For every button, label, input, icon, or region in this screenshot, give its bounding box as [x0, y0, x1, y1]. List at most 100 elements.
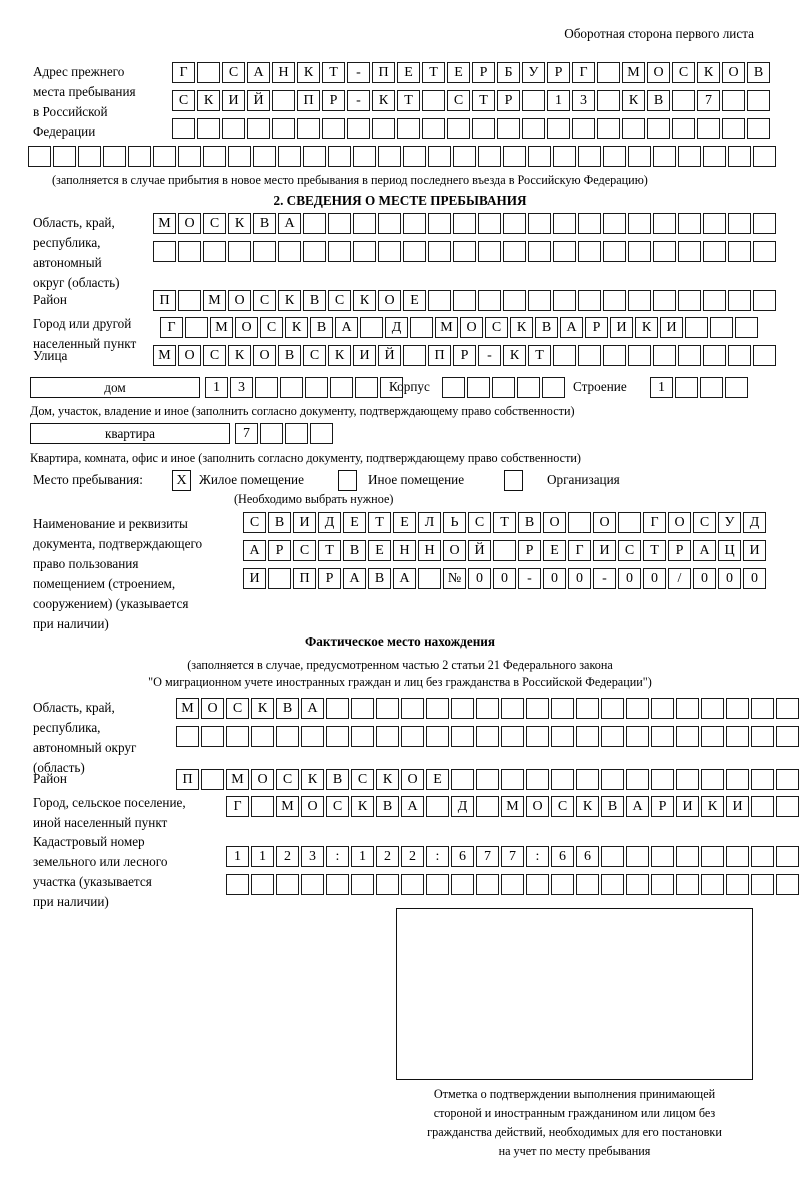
form-cell[interactable] — [526, 769, 549, 790]
form-cell[interactable] — [751, 698, 774, 719]
form-cell[interactable]: У — [718, 512, 741, 533]
form-cell[interactable] — [526, 698, 549, 719]
form-cell[interactable]: Г — [568, 540, 591, 561]
form-cell[interactable]: Е — [447, 62, 470, 83]
form-cell[interactable] — [628, 345, 651, 366]
form-cell[interactable]: Р — [547, 62, 570, 83]
form-cell[interactable]: О — [378, 290, 401, 311]
form-cell[interactable]: М — [203, 290, 226, 311]
form-cell[interactable]: О — [593, 512, 616, 533]
form-cell[interactable]: К — [376, 769, 399, 790]
form-cell[interactable]: Д — [385, 317, 408, 338]
form-cell[interactable] — [728, 241, 751, 262]
form-cell[interactable] — [478, 290, 501, 311]
form-cell[interactable] — [747, 90, 770, 111]
form-cell[interactable] — [753, 213, 776, 234]
form-cell[interactable]: 6 — [576, 846, 599, 867]
form-cell[interactable]: Р — [668, 540, 691, 561]
form-cell[interactable] — [701, 726, 724, 747]
form-cell[interactable]: К — [635, 317, 658, 338]
form-cell[interactable] — [253, 241, 276, 262]
form-cell[interactable] — [603, 290, 626, 311]
form-cell[interactable]: В — [343, 540, 366, 561]
form-cell[interactable] — [451, 874, 474, 895]
form-cell[interactable] — [103, 146, 126, 167]
form-cell[interactable] — [478, 146, 501, 167]
form-cell[interactable] — [651, 874, 674, 895]
form-cell[interactable] — [401, 874, 424, 895]
form-cell[interactable] — [651, 698, 674, 719]
form-cell[interactable]: И — [743, 540, 766, 561]
form-cell[interactable]: И — [243, 568, 266, 589]
form-cell[interactable]: В — [747, 62, 770, 83]
form-cell[interactable]: С — [203, 345, 226, 366]
form-cell[interactable] — [476, 874, 499, 895]
form-cell[interactable] — [618, 512, 641, 533]
form-cell[interactable]: С — [485, 317, 508, 338]
form-cell[interactable]: 2 — [376, 846, 399, 867]
form-cell[interactable]: Р — [585, 317, 608, 338]
form-cell[interactable]: А — [401, 796, 424, 817]
form-cell[interactable]: - — [347, 90, 370, 111]
stay-type-checkbox-other[interactable] — [338, 470, 357, 491]
form-cell[interactable]: 0 — [743, 568, 766, 589]
form-cell[interactable]: Г — [643, 512, 666, 533]
form-cell[interactable] — [442, 377, 465, 398]
previous-address-row-4[interactable] — [28, 146, 776, 167]
form-cell[interactable] — [228, 241, 251, 262]
form-cell[interactable]: М — [226, 769, 249, 790]
form-cell[interactable] — [376, 726, 399, 747]
form-cell[interactable]: Т — [397, 90, 420, 111]
form-cell[interactable] — [328, 241, 351, 262]
form-cell[interactable] — [517, 377, 540, 398]
form-cell[interactable]: А — [626, 796, 649, 817]
form-cell[interactable] — [422, 90, 445, 111]
form-cell[interactable] — [776, 726, 799, 747]
form-cell[interactable]: 0 — [568, 568, 591, 589]
form-cell[interactable] — [628, 146, 651, 167]
form-cell[interactable] — [526, 726, 549, 747]
form-cell[interactable]: О — [543, 512, 566, 533]
form-cell[interactable]: С — [672, 62, 695, 83]
form-cell[interactable]: А — [560, 317, 583, 338]
form-cell[interactable]: А — [335, 317, 358, 338]
form-cell[interactable] — [297, 118, 320, 139]
form-cell[interactable] — [426, 874, 449, 895]
form-cell[interactable]: 6 — [451, 846, 474, 867]
form-cell[interactable]: Й — [378, 345, 401, 366]
form-cell[interactable] — [185, 317, 208, 338]
form-cell[interactable] — [272, 118, 295, 139]
form-cell[interactable] — [501, 874, 524, 895]
form-cell[interactable] — [653, 290, 676, 311]
form-cell[interactable] — [403, 213, 426, 234]
form-cell[interactable] — [197, 118, 220, 139]
form-cell[interactable] — [403, 146, 426, 167]
form-cell[interactable] — [747, 118, 770, 139]
form-cell[interactable] — [653, 146, 676, 167]
form-cell[interactable] — [572, 118, 595, 139]
form-cell[interactable]: С — [260, 317, 283, 338]
stay-type-checkbox-organization[interactable] — [504, 470, 523, 491]
form-cell[interactable]: С — [351, 769, 374, 790]
form-cell[interactable]: С — [293, 540, 316, 561]
form-cell[interactable]: Е — [426, 769, 449, 790]
form-cell[interactable] — [601, 726, 624, 747]
form-cell[interactable] — [447, 118, 470, 139]
form-cell[interactable] — [603, 345, 626, 366]
form-cell[interactable] — [378, 241, 401, 262]
form-cell[interactable] — [653, 213, 676, 234]
form-cell[interactable]: А — [247, 62, 270, 83]
form-cell[interactable]: 1 — [547, 90, 570, 111]
form-cell[interactable] — [467, 377, 490, 398]
form-cell[interactable] — [426, 698, 449, 719]
form-cell[interactable] — [328, 146, 351, 167]
form-cell[interactable] — [526, 874, 549, 895]
form-cell[interactable] — [280, 377, 303, 398]
document-row-3[interactable]: И П Р А В А № 0 0-0 0-0 0/0 0 0 — [243, 568, 766, 589]
form-cell[interactable]: 0 — [618, 568, 641, 589]
form-cell[interactable] — [351, 698, 374, 719]
